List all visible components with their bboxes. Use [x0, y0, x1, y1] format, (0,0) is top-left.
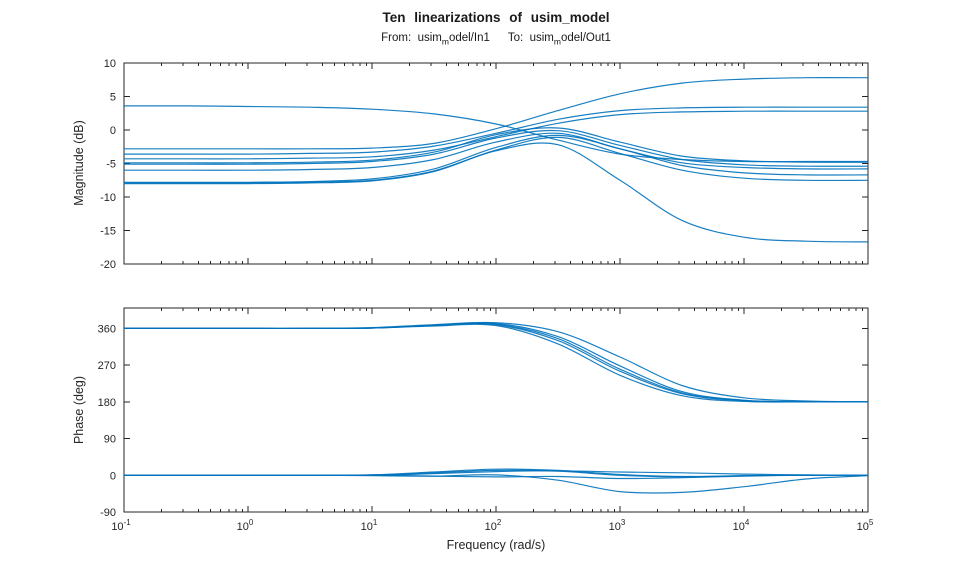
y-tick-label: -10 — [100, 192, 116, 204]
io-subtitle: From: usimmodel/In1 To: usimmodel/Out1 — [124, 32, 868, 47]
curves — [124, 77, 868, 243]
y-tick-label: 0 — [110, 470, 116, 482]
from-label: From: — [381, 32, 412, 44]
input-path-base: usim — [417, 32, 442, 44]
bode-curve-linearization-2 — [124, 322, 868, 403]
y-tick-label: -5 — [106, 159, 116, 171]
y-tick-label: -90 — [100, 507, 116, 519]
curves — [124, 321, 868, 494]
axes-border — [123, 307, 869, 513]
input-path-rest: odel/In1 — [448, 32, 490, 44]
figure-title: Ten linearizations of usim_model — [382, 10, 610, 25]
y-tick-label: 10 — [104, 58, 116, 70]
bode-curve-linearization-4 — [124, 110, 868, 160]
magnitude-plot: 10 5 0 -5 -10 -15 -20 — [100, 58, 869, 271]
y-tick-label: 180 — [98, 397, 116, 409]
output-path-rest: odel/Out1 — [560, 32, 611, 44]
output-path-base: usim — [529, 32, 554, 44]
y-tick-labels: 360 270 180 90 0 -90 — [98, 323, 116, 519]
io-to: To: usimmodel/Out1 — [507, 32, 611, 47]
bode-curve-linearization-3 — [124, 106, 868, 155]
x-tick-labels: 10-1 100 101 102 103 104 105 — [111, 518, 874, 533]
bode-curve-linearization-8 — [124, 134, 868, 183]
bode-curve-linearization-4 — [124, 321, 868, 403]
y-tick-label: 0 — [110, 125, 116, 137]
y-tick-label: 270 — [98, 360, 116, 372]
x-tick-label: 104 — [733, 518, 750, 533]
to-label: To: — [507, 32, 524, 44]
bode-curve-linearization-9 — [124, 136, 868, 184]
bode-curve-linearization-1 — [124, 105, 868, 163]
tick-marks — [123, 62, 869, 265]
bode-curve-linearization-10 — [124, 474, 868, 480]
x-tick-label: 103 — [609, 518, 626, 533]
tick-marks — [123, 308, 869, 513]
x-tick-label: 100 — [237, 518, 254, 533]
bode-curve-linearization-3 — [124, 323, 868, 403]
y-tick-label: 90 — [104, 434, 116, 446]
frequency-axis-label: Frequency (rad/s) — [446, 538, 546, 552]
bode-curve-linearization-5 — [124, 322, 868, 403]
y-tick-label: 5 — [110, 92, 116, 104]
x-tick-label: 101 — [361, 518, 378, 533]
y-tick-label: -20 — [100, 259, 116, 271]
bode-curve-linearization-6 — [124, 129, 868, 167]
input-path-subscript: m — [441, 36, 449, 47]
axes-border — [123, 62, 869, 265]
y-tick-label: -15 — [100, 226, 116, 238]
bode-curve-linearization-5 — [124, 127, 868, 164]
x-tick-label: 105 — [857, 518, 874, 533]
y-tick-label: 360 — [98, 323, 116, 335]
x-tick-label: 10-1 — [111, 518, 131, 533]
bode-curve-linearization-10 — [124, 142, 868, 243]
y-tick-labels: 10 5 0 -5 -10 -15 -20 — [100, 58, 116, 271]
bode-curve-linearization-2 — [124, 77, 868, 150]
x-tick-label: 102 — [485, 518, 502, 533]
io-from: From: usimmodel/In1 — [381, 32, 490, 47]
bode-curve-linearization-7 — [124, 132, 868, 171]
bode-curve-linearization-1 — [124, 323, 868, 403]
output-path-subscript: m — [553, 36, 561, 47]
